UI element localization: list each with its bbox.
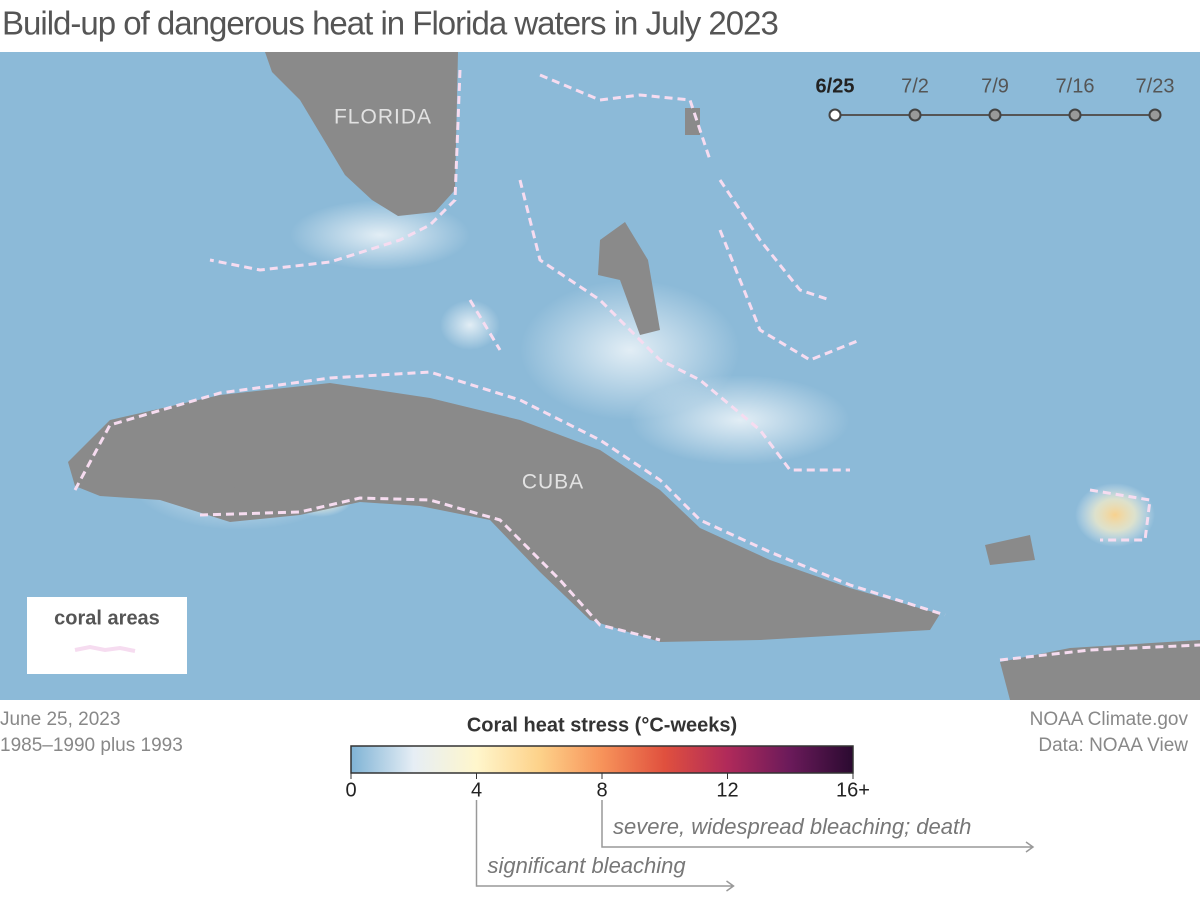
timeline: 6/25 7/2 7/9 7/16 7/23 (816, 75, 1175, 122)
footer-source: Data: NOAA View (1038, 735, 1188, 756)
colorbar (350, 745, 854, 774)
timeline-dot[interactable] (1068, 108, 1082, 122)
map-label: CUBA (522, 471, 584, 494)
timeline-date[interactable]: 7/23 (1136, 75, 1175, 97)
land (68, 52, 1200, 700)
timeline-dot[interactable] (828, 108, 842, 122)
timeline-dot[interactable] (908, 108, 922, 122)
title: Build-up of dangerous heat in Florida wa… (2, 5, 778, 42)
footer-date: June 25, 2023 (0, 709, 120, 730)
legend-label: coral areas (54, 607, 160, 629)
timeline-date[interactable]: 7/2 (901, 75, 929, 97)
heat-glow (290, 200, 470, 270)
legend-background (27, 597, 187, 674)
legend-swatch (74, 644, 136, 653)
timeline-date[interactable]: 7/16 (1056, 75, 1095, 97)
map: FLORIDA CUBA 6/25 7/2 7/9 7/16 7/23 coral ar… (0, 52, 1200, 700)
timeline-date[interactable]: 6/25 (816, 75, 855, 97)
colorbar-scale: 0 4 8 12 16+ significant bleaching severe, wid… (345, 773, 1035, 892)
coral-outline (73, 69, 1200, 662)
colorbar-tick-label: 4 (471, 779, 482, 801)
map-label: FLORIDA (334, 106, 432, 129)
colorbar-title: Coral heat stress (°C-weeks) (467, 714, 737, 736)
heat-glow (630, 375, 850, 465)
timeline-dot[interactable] (988, 108, 1002, 122)
timeline-dot[interactable] (1148, 108, 1162, 122)
threshold-label: severe, widespread bleaching; death (613, 814, 971, 839)
colorbar-tick-label: 0 (345, 779, 356, 801)
footer-credit: NOAA Climate.gov (1030, 709, 1189, 730)
heat-glow (1075, 483, 1155, 547)
threshold-label: significant bleaching (488, 853, 687, 878)
threshold-arrow (601, 800, 1035, 853)
footer-baseline: 1985–1990 plus 1993 (0, 735, 183, 756)
legend-box: coral areas (27, 597, 187, 674)
colorbar-tick-label: 12 (716, 779, 738, 801)
colorbar-tick-label: 16+ (836, 779, 870, 801)
colorbar-tick-label: 8 (596, 779, 607, 801)
heat-glow (440, 300, 500, 350)
threshold-arrow (475, 800, 735, 892)
timeline-date[interactable]: 7/9 (981, 75, 1009, 97)
